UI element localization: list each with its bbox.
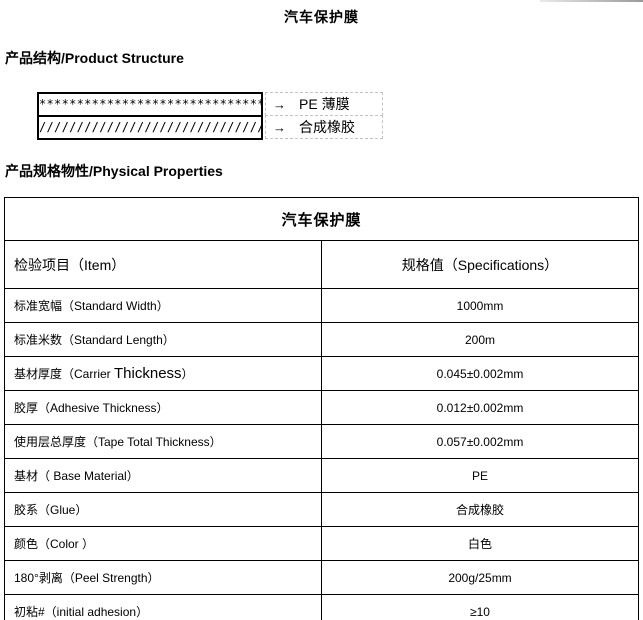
table-row: 标准米数（Standard Length） 200m — [4, 322, 639, 357]
item-cell: 基材厚度（Carrier Thickness） — [4, 356, 322, 391]
column-header-spec: 规格值（Specifications） — [321, 240, 639, 289]
layer-label-text: 合成橡胶 — [299, 119, 355, 135]
spec-cell: 0.012±0.002mm — [321, 390, 639, 425]
right-arrow-icon: → — [273, 120, 286, 135]
column-header-item: 检验项目（Item） — [4, 240, 322, 289]
item-cell: 标准宽幅（Standard Width） — [4, 288, 322, 323]
table-title: 汽车保护膜 — [4, 197, 639, 241]
item-cell: 胶厚（Adhesive Thickness） — [4, 390, 322, 425]
table-row: 基材厚度（Carrier Thickness） 0.045±0.002mm — [4, 356, 639, 391]
item-cell: 颜色（Color ） — [4, 526, 322, 561]
table-title-row: 汽车保护膜 — [4, 197, 639, 241]
layer-pattern-film: ******************************* — [39, 97, 261, 111]
spec-cell: 200g/25mm — [321, 560, 639, 595]
top-edge-artifact — [540, 0, 643, 2]
spec-cell: 白色 — [321, 526, 639, 561]
table-row: 使用层总厚度（Tape Total Thickness） 0.057±0.002… — [4, 424, 639, 459]
item-cell: 基材（ Base Material） — [4, 458, 322, 493]
table-row: 胶系（Glue） 合成橡胶 — [4, 492, 639, 527]
spec-cell: 合成橡胶 — [321, 492, 639, 527]
layer-label-film: → PE 薄膜 — [265, 92, 383, 116]
item-text: 基材厚度（Carrier — [14, 367, 115, 381]
layer-labels: → PE 薄膜 → 合成橡胶 — [265, 92, 383, 140]
section-heading-structure: 产品结构/Product Structure — [5, 50, 184, 66]
layer-stack: ******************************* ////////… — [37, 92, 263, 140]
item-cell: 使用层总厚度（Tape Total Thickness） — [4, 424, 322, 459]
item-cell: 初粘#（initial adhesion） — [4, 594, 322, 620]
item-cell: 180°剥离（Peel Strength） — [4, 560, 322, 595]
spec-cell: 0.057±0.002mm — [321, 424, 639, 459]
right-arrow-icon: → — [273, 97, 286, 112]
table-row: 初粘#（initial adhesion） ≥10 — [4, 594, 639, 620]
section-heading-properties: 产品规格物性/Physical Properties — [5, 163, 223, 179]
physical-properties-table: 汽车保护膜 检验项目（Item） 规格值（Specifications） 标准宽… — [4, 197, 639, 620]
spec-cell: 200m — [321, 322, 639, 357]
table-header-row: 检验项目（Item） 规格值（Specifications） — [4, 240, 639, 289]
spec-cell: ≥10 — [321, 594, 639, 620]
item-cell: 胶系（Glue） — [4, 492, 322, 527]
table-row: 颜色（Color ） 白色 — [4, 526, 639, 561]
spec-cell: PE — [321, 458, 639, 493]
item-text-large: Thickness — [114, 365, 182, 382]
item-cell: 标准米数（Standard Length） — [4, 322, 322, 357]
table-row: 胶厚（Adhesive Thickness） 0.012±0.002mm — [4, 390, 639, 425]
table-row: 基材（ Base Material） PE — [4, 458, 639, 493]
item-text: ） — [181, 367, 194, 381]
spec-cell: 1000mm — [321, 288, 639, 323]
layer-label-text: PE 薄膜 — [299, 96, 350, 112]
table-row: 180°剥离（Peel Strength） 200g/25mm — [4, 560, 639, 595]
spec-cell: 0.045±0.002mm — [321, 356, 639, 391]
table-row: 标准宽幅（Standard Width） 1000mm — [4, 288, 639, 323]
doc-title: 汽车保护膜 — [284, 9, 359, 25]
layer-label-adhesive: → 合成橡胶 — [265, 115, 383, 139]
layer-pattern-adhesive: ////////////////////////////// — [39, 115, 261, 138]
product-structure-diagram: ******************************* ////////… — [37, 92, 643, 140]
